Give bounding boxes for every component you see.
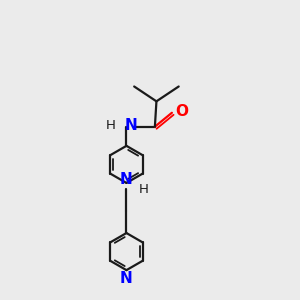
Text: H: H <box>139 183 149 196</box>
Text: N: N <box>120 172 133 187</box>
Text: H: H <box>105 119 115 132</box>
Text: N: N <box>120 271 133 286</box>
Text: N: N <box>125 118 138 133</box>
Text: O: O <box>175 103 188 118</box>
